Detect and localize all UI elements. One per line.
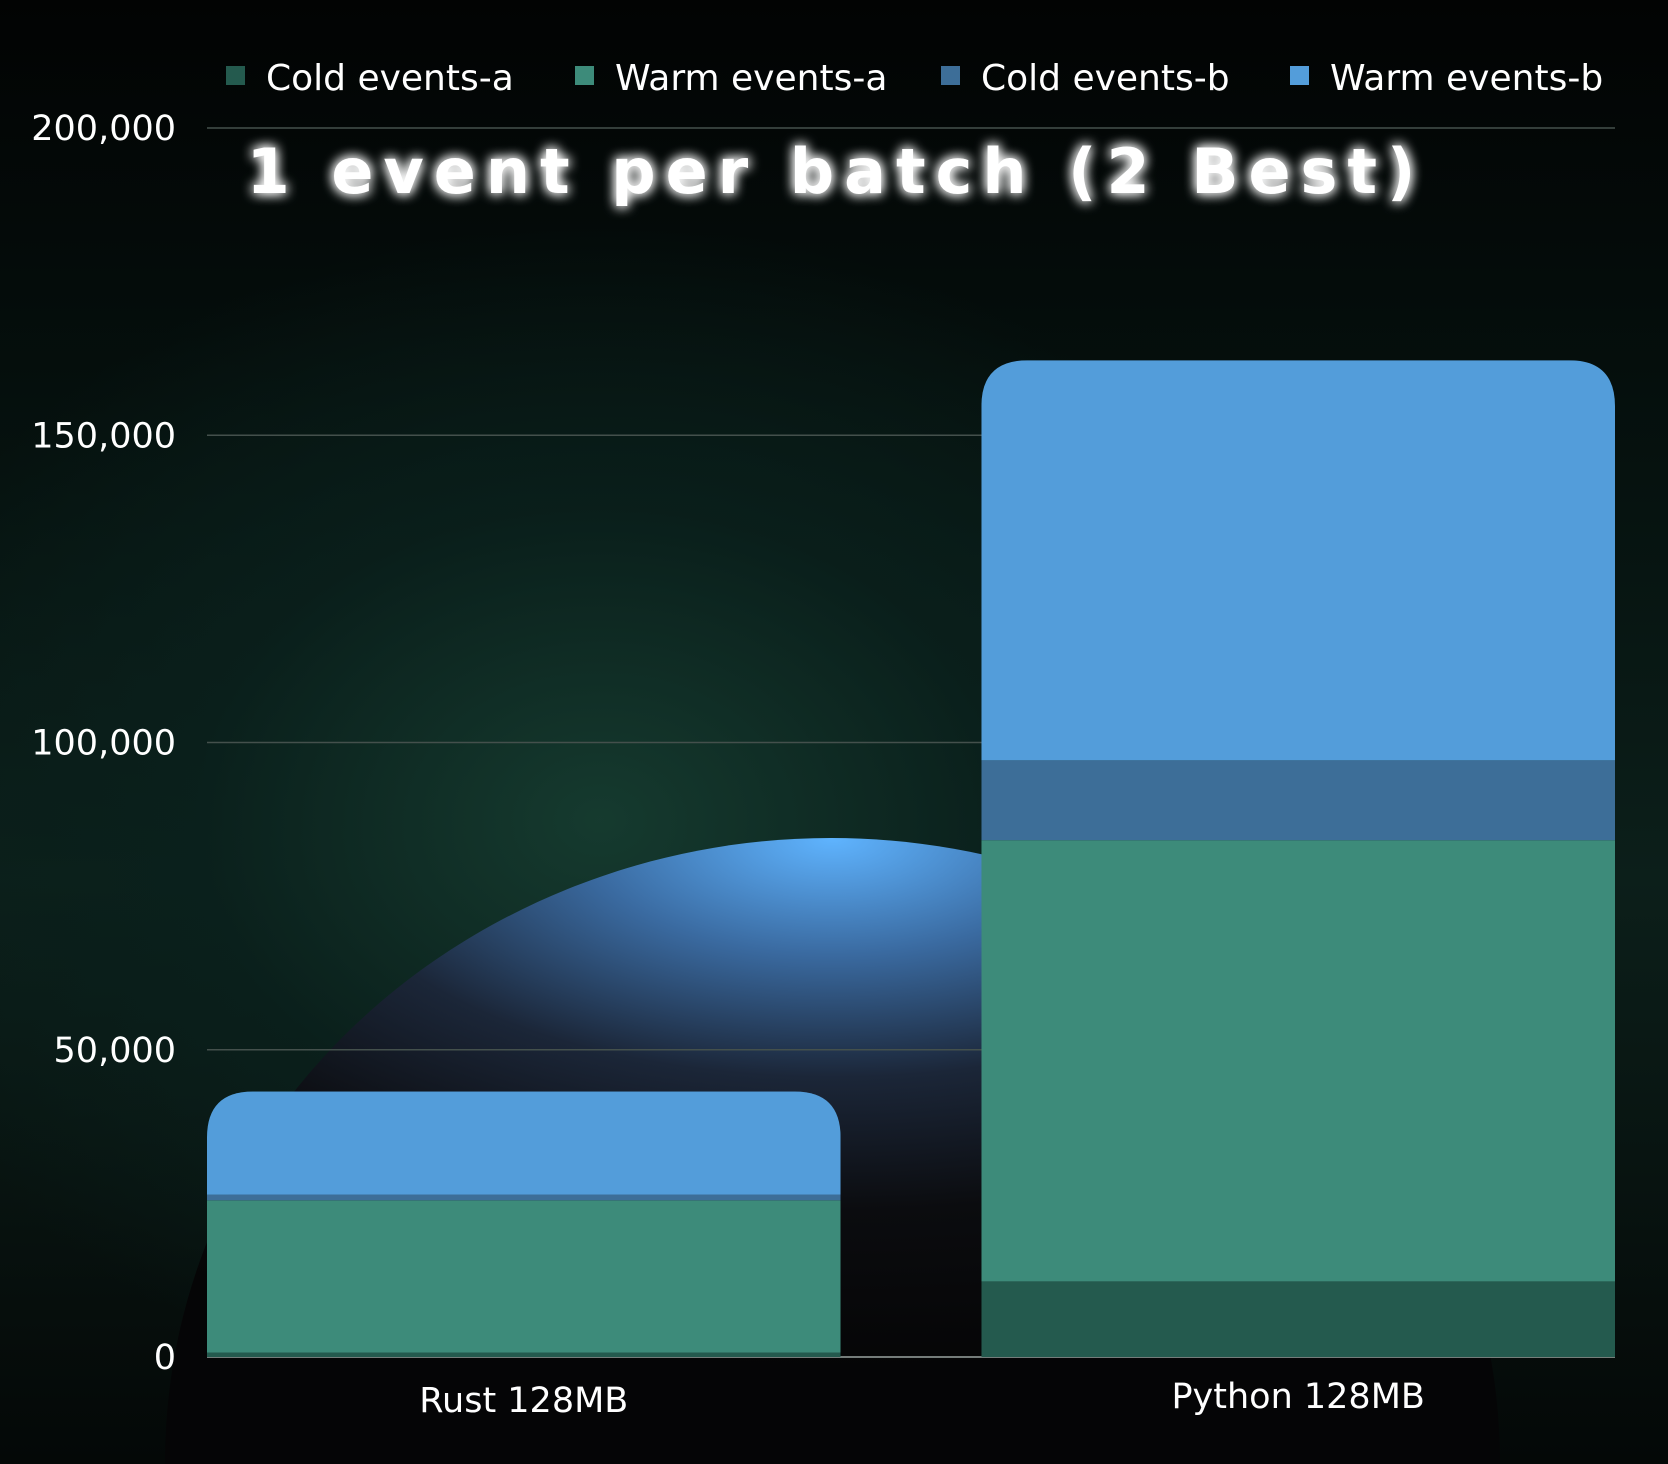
legend-label: Cold events-a (266, 58, 514, 99)
legend-label: Cold events-b (981, 58, 1230, 99)
x-tick-label: Rust 128MB (419, 1381, 628, 1421)
bar-stack (981, 360, 1615, 1357)
y-axis: 0 50,000 100,000 150,000 200,000 (31, 109, 1615, 1378)
bar-stack (207, 1091, 841, 1357)
bar-segment (981, 840, 1615, 1282)
bar-segment (981, 360, 1615, 761)
bar-segment (981, 760, 1615, 841)
y-tick-label: 50,000 (54, 1031, 176, 1071)
y-tick-label: 150,000 (31, 416, 176, 456)
bar-segment (207, 1200, 841, 1353)
bar-segment (981, 1281, 1615, 1357)
legend-label: Warm events-a (615, 58, 887, 99)
legend-swatch (226, 66, 245, 85)
legend-swatch (941, 66, 960, 85)
bars (207, 360, 1615, 1357)
legend-label: Warm events-b (1330, 58, 1603, 99)
bar-segment (207, 1194, 841, 1201)
chart-title: 1 event per batch (2 Best) (247, 135, 1426, 208)
bar-segment (207, 1352, 841, 1357)
y-tick-label: 0 (154, 1338, 176, 1378)
legend: Cold events-a Warm events-a Cold events-b W… (226, 58, 1603, 99)
x-tick-label: Python 128MB (1171, 1377, 1424, 1417)
legend-swatch (575, 66, 594, 85)
legend-swatch (1290, 66, 1309, 85)
bar-segment (207, 1091, 841, 1195)
x-axis: Rust 128MB Python 128MB (419, 1377, 1425, 1421)
y-tick-label: 100,000 (31, 724, 176, 764)
y-tick-label: 200,000 (31, 109, 176, 149)
